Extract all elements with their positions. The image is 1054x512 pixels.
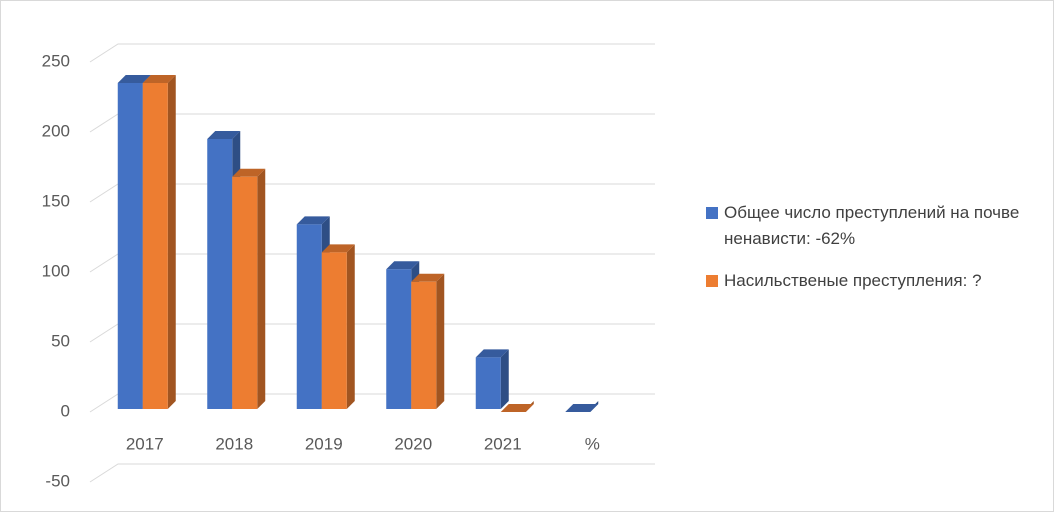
grid-line (89, 463, 655, 483)
legend-swatch (706, 275, 718, 287)
bar (117, 83, 143, 409)
y-tick-label: 100 (42, 261, 70, 280)
bar-side (167, 75, 176, 409)
bar (475, 357, 501, 409)
bar-side (257, 168, 266, 409)
legend-item: Насильственые преступления: ? (706, 268, 1046, 294)
bar (386, 269, 412, 409)
bar-side (500, 349, 509, 409)
legend-label: Общее число преступлений на почве ненави… (724, 203, 1020, 248)
x-tick-label: % (585, 434, 600, 453)
bar (411, 281, 437, 409)
x-tick-label: 2021 (484, 434, 522, 453)
bar-top (296, 216, 330, 225)
y-tick-label: -50 (45, 471, 70, 490)
x-tick-label: 2019 (305, 434, 343, 453)
bar-top (565, 404, 599, 412)
y-tick-label: 150 (42, 191, 70, 210)
bar-top (500, 404, 534, 412)
bar-side (436, 273, 445, 409)
bar-top (207, 131, 241, 139)
bar-top (386, 261, 420, 270)
x-tick-label: 2018 (215, 434, 253, 453)
bar (142, 83, 168, 409)
x-tick-label: 2017 (126, 434, 164, 453)
y-tick-label: 0 (61, 401, 70, 420)
legend-swatch (706, 207, 718, 219)
legend-label: Насильственые преступления: ? (724, 271, 982, 290)
grid-line (89, 43, 655, 63)
y-tick-label: 200 (42, 121, 70, 140)
y-tick-label: 250 (42, 51, 70, 70)
legend-item: Общее число преступлений на почве ненави… (706, 200, 1046, 252)
bar-top (411, 273, 445, 282)
bar-top (475, 349, 509, 358)
y-tick-label: 50 (51, 331, 70, 350)
bar (207, 139, 233, 409)
bar (296, 224, 322, 409)
bar (321, 252, 347, 409)
legend: Общее число преступлений на почве ненави… (706, 200, 1046, 310)
bar-top (117, 75, 151, 83)
bar-side (346, 244, 355, 409)
bar-top (142, 75, 176, 83)
x-tick-label: 2020 (394, 434, 432, 453)
bar (232, 176, 258, 409)
bar-top (321, 244, 355, 253)
bar-top (232, 168, 266, 177)
